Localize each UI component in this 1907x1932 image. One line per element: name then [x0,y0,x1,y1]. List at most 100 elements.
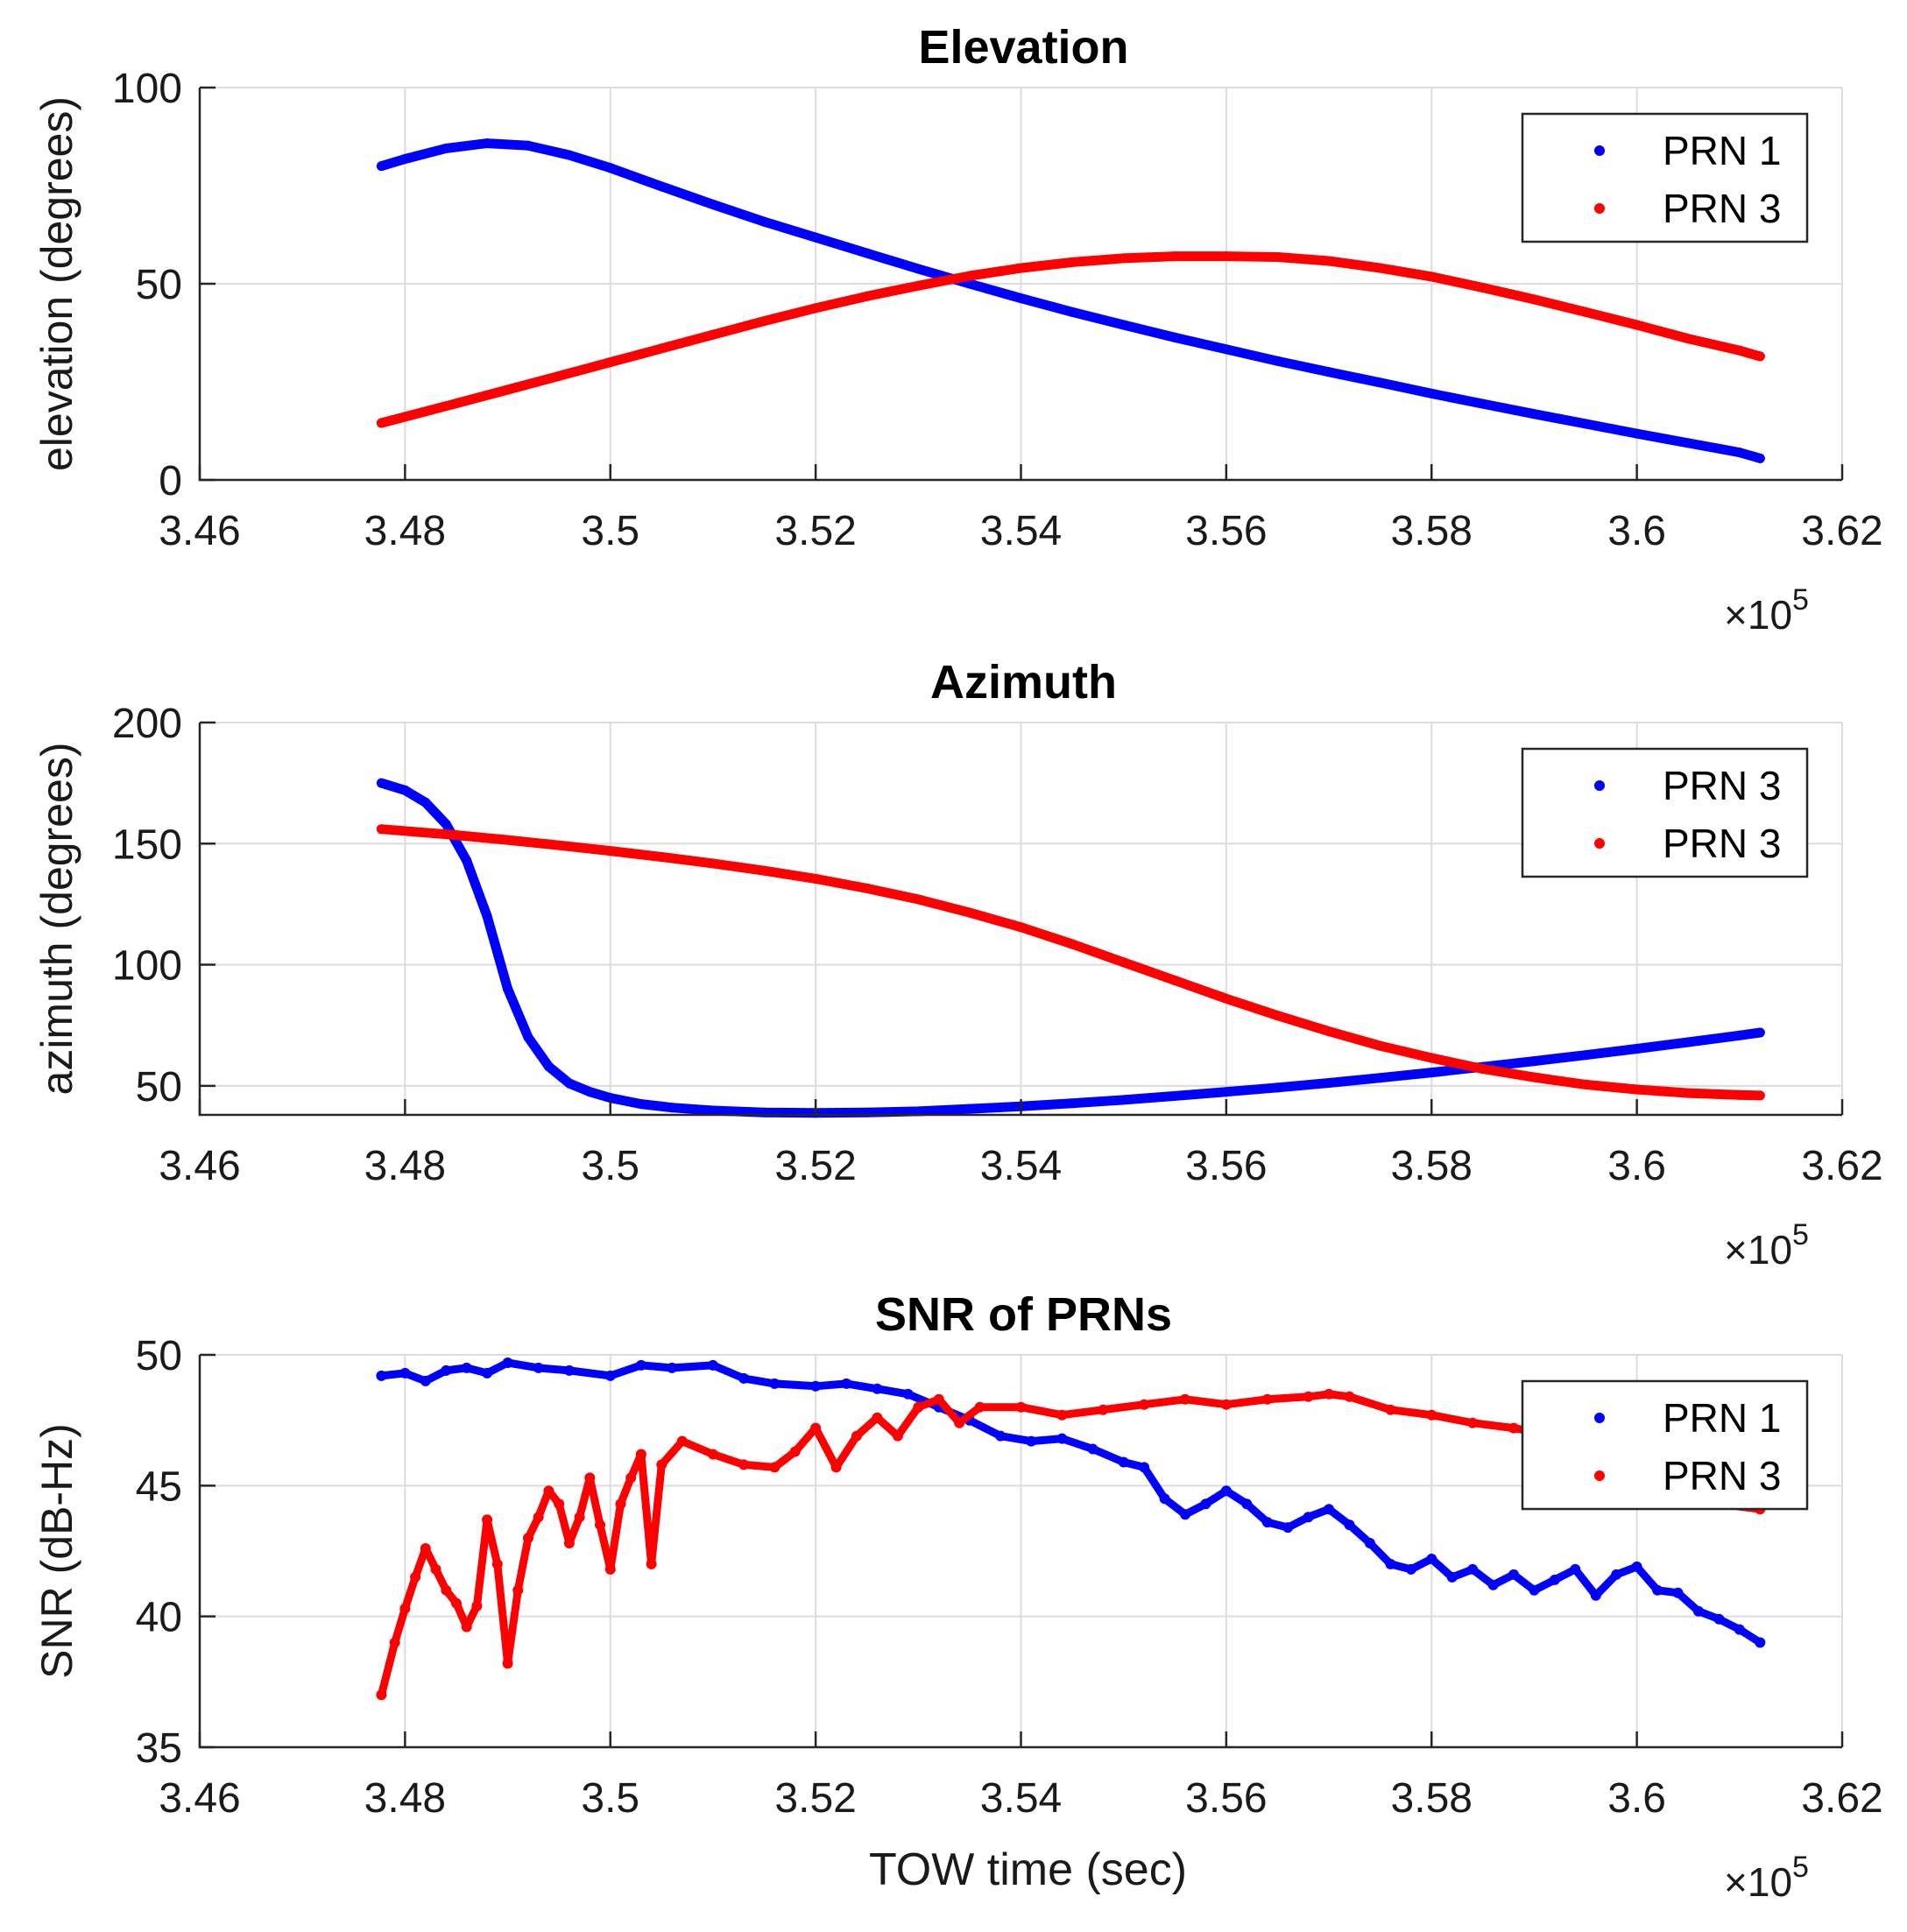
data-point [1016,263,1026,273]
data-point [1478,398,1488,409]
data-point [1324,1388,1335,1400]
data-point [574,1512,585,1523]
data-point [533,1362,544,1373]
data-point [1324,1026,1334,1037]
data-point [1446,1571,1458,1583]
data-point [1139,1399,1150,1410]
data-point [1273,1011,1282,1021]
x-tick-label: 3.48 [364,1775,446,1822]
data-point [708,858,718,869]
data-point [789,1446,801,1457]
data-point [389,1637,400,1648]
data-point [1261,1393,1273,1405]
legend-box [1521,112,1809,243]
data-point [1324,1504,1335,1515]
data-point [1016,922,1026,933]
legend-marker [1594,780,1605,791]
data-point [1529,1072,1539,1082]
data-point [810,303,821,314]
y-axis-label: azimuth (degrees) [32,743,81,1096]
data-point [1549,1574,1560,1585]
data-point [503,835,513,845]
data-point [1282,1522,1294,1534]
data-point [738,1459,750,1470]
data-point [1169,1090,1180,1101]
data-point [1426,1068,1437,1078]
data-point [1261,1517,1273,1528]
data-point [376,1689,387,1701]
data-point [964,271,975,281]
data-point [1652,1584,1663,1596]
data-point [1692,1605,1704,1617]
data-point [1734,1089,1745,1100]
data-point [862,291,872,301]
data-point [769,1462,780,1473]
data-point [1180,1393,1190,1405]
data-point [1324,1078,1334,1088]
chart-title: SNR of PRNs [875,1288,1172,1341]
data-point [1755,351,1765,362]
data-point [635,1449,646,1460]
data-point [605,1093,616,1103]
data-point [1734,1030,1745,1040]
data-point [1755,453,1765,463]
data-point [1375,1040,1386,1051]
data-point [1067,939,1077,949]
data-point [420,1375,431,1386]
data-point [1683,438,1693,448]
data-point [646,1558,657,1569]
y-axis-label: elevation (degrees) [32,96,81,471]
data-point [635,1359,646,1371]
data-point [913,1106,923,1117]
x-tick-label: 3.56 [1185,508,1267,554]
data-point [1375,1073,1386,1083]
data-point [1734,345,1745,356]
x-tick-label: 3.6 [1607,1775,1666,1822]
x-tick-label: 3.62 [1801,1775,1882,1822]
data-point [554,1498,565,1510]
data-point [1221,993,1232,1004]
legend-marker [1594,1470,1605,1481]
data-point [995,1430,1006,1442]
data-point [605,163,616,173]
data-point [1169,332,1180,342]
data-point [1241,1498,1253,1510]
data-point [913,894,923,905]
data-point [810,873,821,884]
data-point [430,1563,441,1575]
data-point [1755,1637,1766,1648]
x-tick-label: 3.46 [159,1775,240,1822]
legend-label: PRN 3 [1663,186,1781,231]
y-tick-label: 40 [136,1595,182,1641]
data-point [604,1370,616,1381]
data-point [913,264,923,274]
data-point [1426,1053,1437,1063]
data-point [1344,1520,1355,1531]
data-point [656,343,667,354]
x-tick-label: 3.56 [1185,1143,1267,1189]
data-point [1755,1090,1765,1101]
data-point [1632,1084,1642,1095]
data-point [707,1449,718,1460]
data-point [399,1603,411,1614]
data-point [738,1372,750,1384]
data-point [1221,1087,1232,1097]
x-tick-label: 3.54 [980,508,1062,554]
data-point [1015,1401,1027,1413]
data-point [1683,334,1693,344]
data-point [1683,1088,1693,1098]
data-point [543,1485,554,1497]
data-point [1734,1624,1745,1635]
data-point [707,1359,718,1371]
series-1 [376,1357,1766,1648]
data-point [759,216,769,227]
data-point [1683,1037,1693,1047]
legend: PRN 1 PRN 3 [1521,112,1809,243]
data-point [974,1401,985,1413]
data-point [1139,1462,1150,1473]
data-point [1529,409,1539,420]
x-tick-label: 3.6 [1607,508,1666,554]
y-tick-label: 50 [136,262,182,308]
data-point [441,819,451,829]
